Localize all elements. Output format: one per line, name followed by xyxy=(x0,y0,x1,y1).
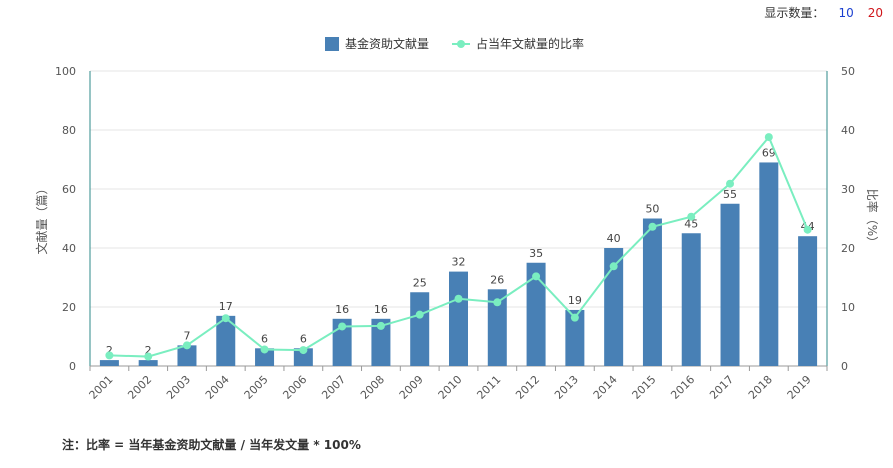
bar xyxy=(293,348,313,366)
x-tick-label: 2015 xyxy=(630,373,659,402)
x-tick-label: 2001 xyxy=(87,373,116,402)
ratio-point xyxy=(764,133,773,142)
bar-value-label: 7 xyxy=(183,329,190,342)
y-tick-label: 40 xyxy=(62,242,76,255)
bar-value-label: 6 xyxy=(261,332,268,345)
y2-tick-label: 10 xyxy=(841,301,855,314)
legend-line-marker xyxy=(457,40,465,48)
ratio-point xyxy=(260,345,269,354)
y2-tick-label: 40 xyxy=(841,124,855,137)
bar-value-label: 69 xyxy=(762,146,776,159)
ratio-point xyxy=(221,314,230,323)
bar-value-label: 25 xyxy=(413,276,427,289)
bar xyxy=(720,203,740,366)
bar-value-label: 2 xyxy=(106,344,113,357)
ratio-point xyxy=(493,298,502,307)
bar xyxy=(642,218,662,366)
bar-value-label: 35 xyxy=(529,247,543,260)
display-count-control: 显示数量： 10 20 xyxy=(764,4,883,21)
bar xyxy=(99,360,119,366)
x-tick-label: 2002 xyxy=(125,373,154,402)
ratio-point xyxy=(299,346,308,355)
y2-tick-label: 30 xyxy=(841,183,855,196)
ratio-point xyxy=(570,313,579,322)
legend-line-label: 占当年文献量的比率 xyxy=(476,36,584,51)
bar-value-label: 55 xyxy=(723,188,737,201)
x-tick-label: 2003 xyxy=(164,373,193,402)
x-tick-label: 2004 xyxy=(203,373,232,402)
bar xyxy=(604,248,624,366)
y-tick-label: 80 xyxy=(62,124,76,137)
bar-value-label: 16 xyxy=(374,303,388,316)
ratio-point xyxy=(376,321,385,330)
ratio-point xyxy=(415,310,424,319)
x-tick-label: 2008 xyxy=(358,373,387,402)
ratio-point xyxy=(144,352,153,361)
bar xyxy=(371,318,391,366)
ratio-point xyxy=(338,322,347,331)
ratio-point xyxy=(726,179,735,188)
y-tick-label: 20 xyxy=(62,301,76,314)
ratio-point xyxy=(803,225,812,234)
x-tick-label: 2014 xyxy=(591,373,620,402)
bar-value-label: 26 xyxy=(490,273,504,286)
bar xyxy=(759,162,779,366)
display-count-option-10[interactable]: 10 xyxy=(838,6,854,20)
x-tick-label: 2009 xyxy=(397,373,426,402)
bar-value-label: 45 xyxy=(684,217,698,230)
y2-tick-label: 0 xyxy=(841,360,848,373)
x-tick-label: 2007 xyxy=(319,373,348,402)
x-tick-label: 2016 xyxy=(668,373,697,402)
bar xyxy=(565,309,585,366)
ratio-point xyxy=(105,351,114,360)
ratio-point xyxy=(609,262,618,271)
y-tick-label: 100 xyxy=(55,65,76,78)
bar xyxy=(255,348,275,366)
display-count-label: 显示数量： xyxy=(764,6,825,20)
ratio-point xyxy=(532,272,541,281)
ratio-point xyxy=(182,341,191,350)
bar xyxy=(487,289,507,366)
ratio-point xyxy=(648,222,657,231)
y-axis-title: 文献量（篇） xyxy=(34,182,49,254)
bar-value-label: 16 xyxy=(335,303,349,316)
chart-footnote: 注：比率 = 当年基金资助文献量 / 当年发文量 * 100% xyxy=(62,438,361,452)
x-tick-label: 2018 xyxy=(746,373,775,402)
bar-value-label: 2 xyxy=(145,344,152,357)
y-tick-label: 0 xyxy=(69,360,76,373)
x-tick-label: 2005 xyxy=(242,373,271,402)
bar-value-label: 17 xyxy=(219,300,233,313)
bar xyxy=(216,315,236,366)
bar xyxy=(177,345,197,366)
ratio-point xyxy=(454,294,463,303)
y2-axis-title: 比率（%） xyxy=(865,189,880,248)
bar-value-label: 19 xyxy=(568,294,582,307)
x-tick-label: 2012 xyxy=(513,373,542,402)
x-tick-label: 2006 xyxy=(280,373,309,402)
y2-tick-label: 50 xyxy=(841,65,855,78)
y-tick-label: 60 xyxy=(62,183,76,196)
y2-tick-label: 20 xyxy=(841,242,855,255)
bar-value-label: 40 xyxy=(607,232,621,245)
bar xyxy=(526,262,546,366)
x-tick-label: 2019 xyxy=(785,373,814,402)
bar-value-label: 32 xyxy=(452,256,466,269)
bar xyxy=(410,292,430,366)
x-tick-label: 2010 xyxy=(436,373,465,402)
legend-bar-label: 基金资助文献量 xyxy=(345,36,429,51)
legend-bar-swatch xyxy=(325,37,339,51)
bar xyxy=(681,233,701,366)
bar xyxy=(449,271,468,366)
bar xyxy=(138,360,158,366)
bar xyxy=(798,236,818,366)
ratio-point xyxy=(687,212,696,221)
bar-value-label: 6 xyxy=(300,332,307,345)
x-tick-label: 2013 xyxy=(552,373,581,402)
display-count-option-20[interactable]: 20 xyxy=(867,6,883,20)
bar xyxy=(332,318,352,366)
bar-value-label: 50 xyxy=(645,203,659,216)
x-tick-label: 2011 xyxy=(474,373,503,402)
x-tick-label: 2017 xyxy=(707,373,736,402)
